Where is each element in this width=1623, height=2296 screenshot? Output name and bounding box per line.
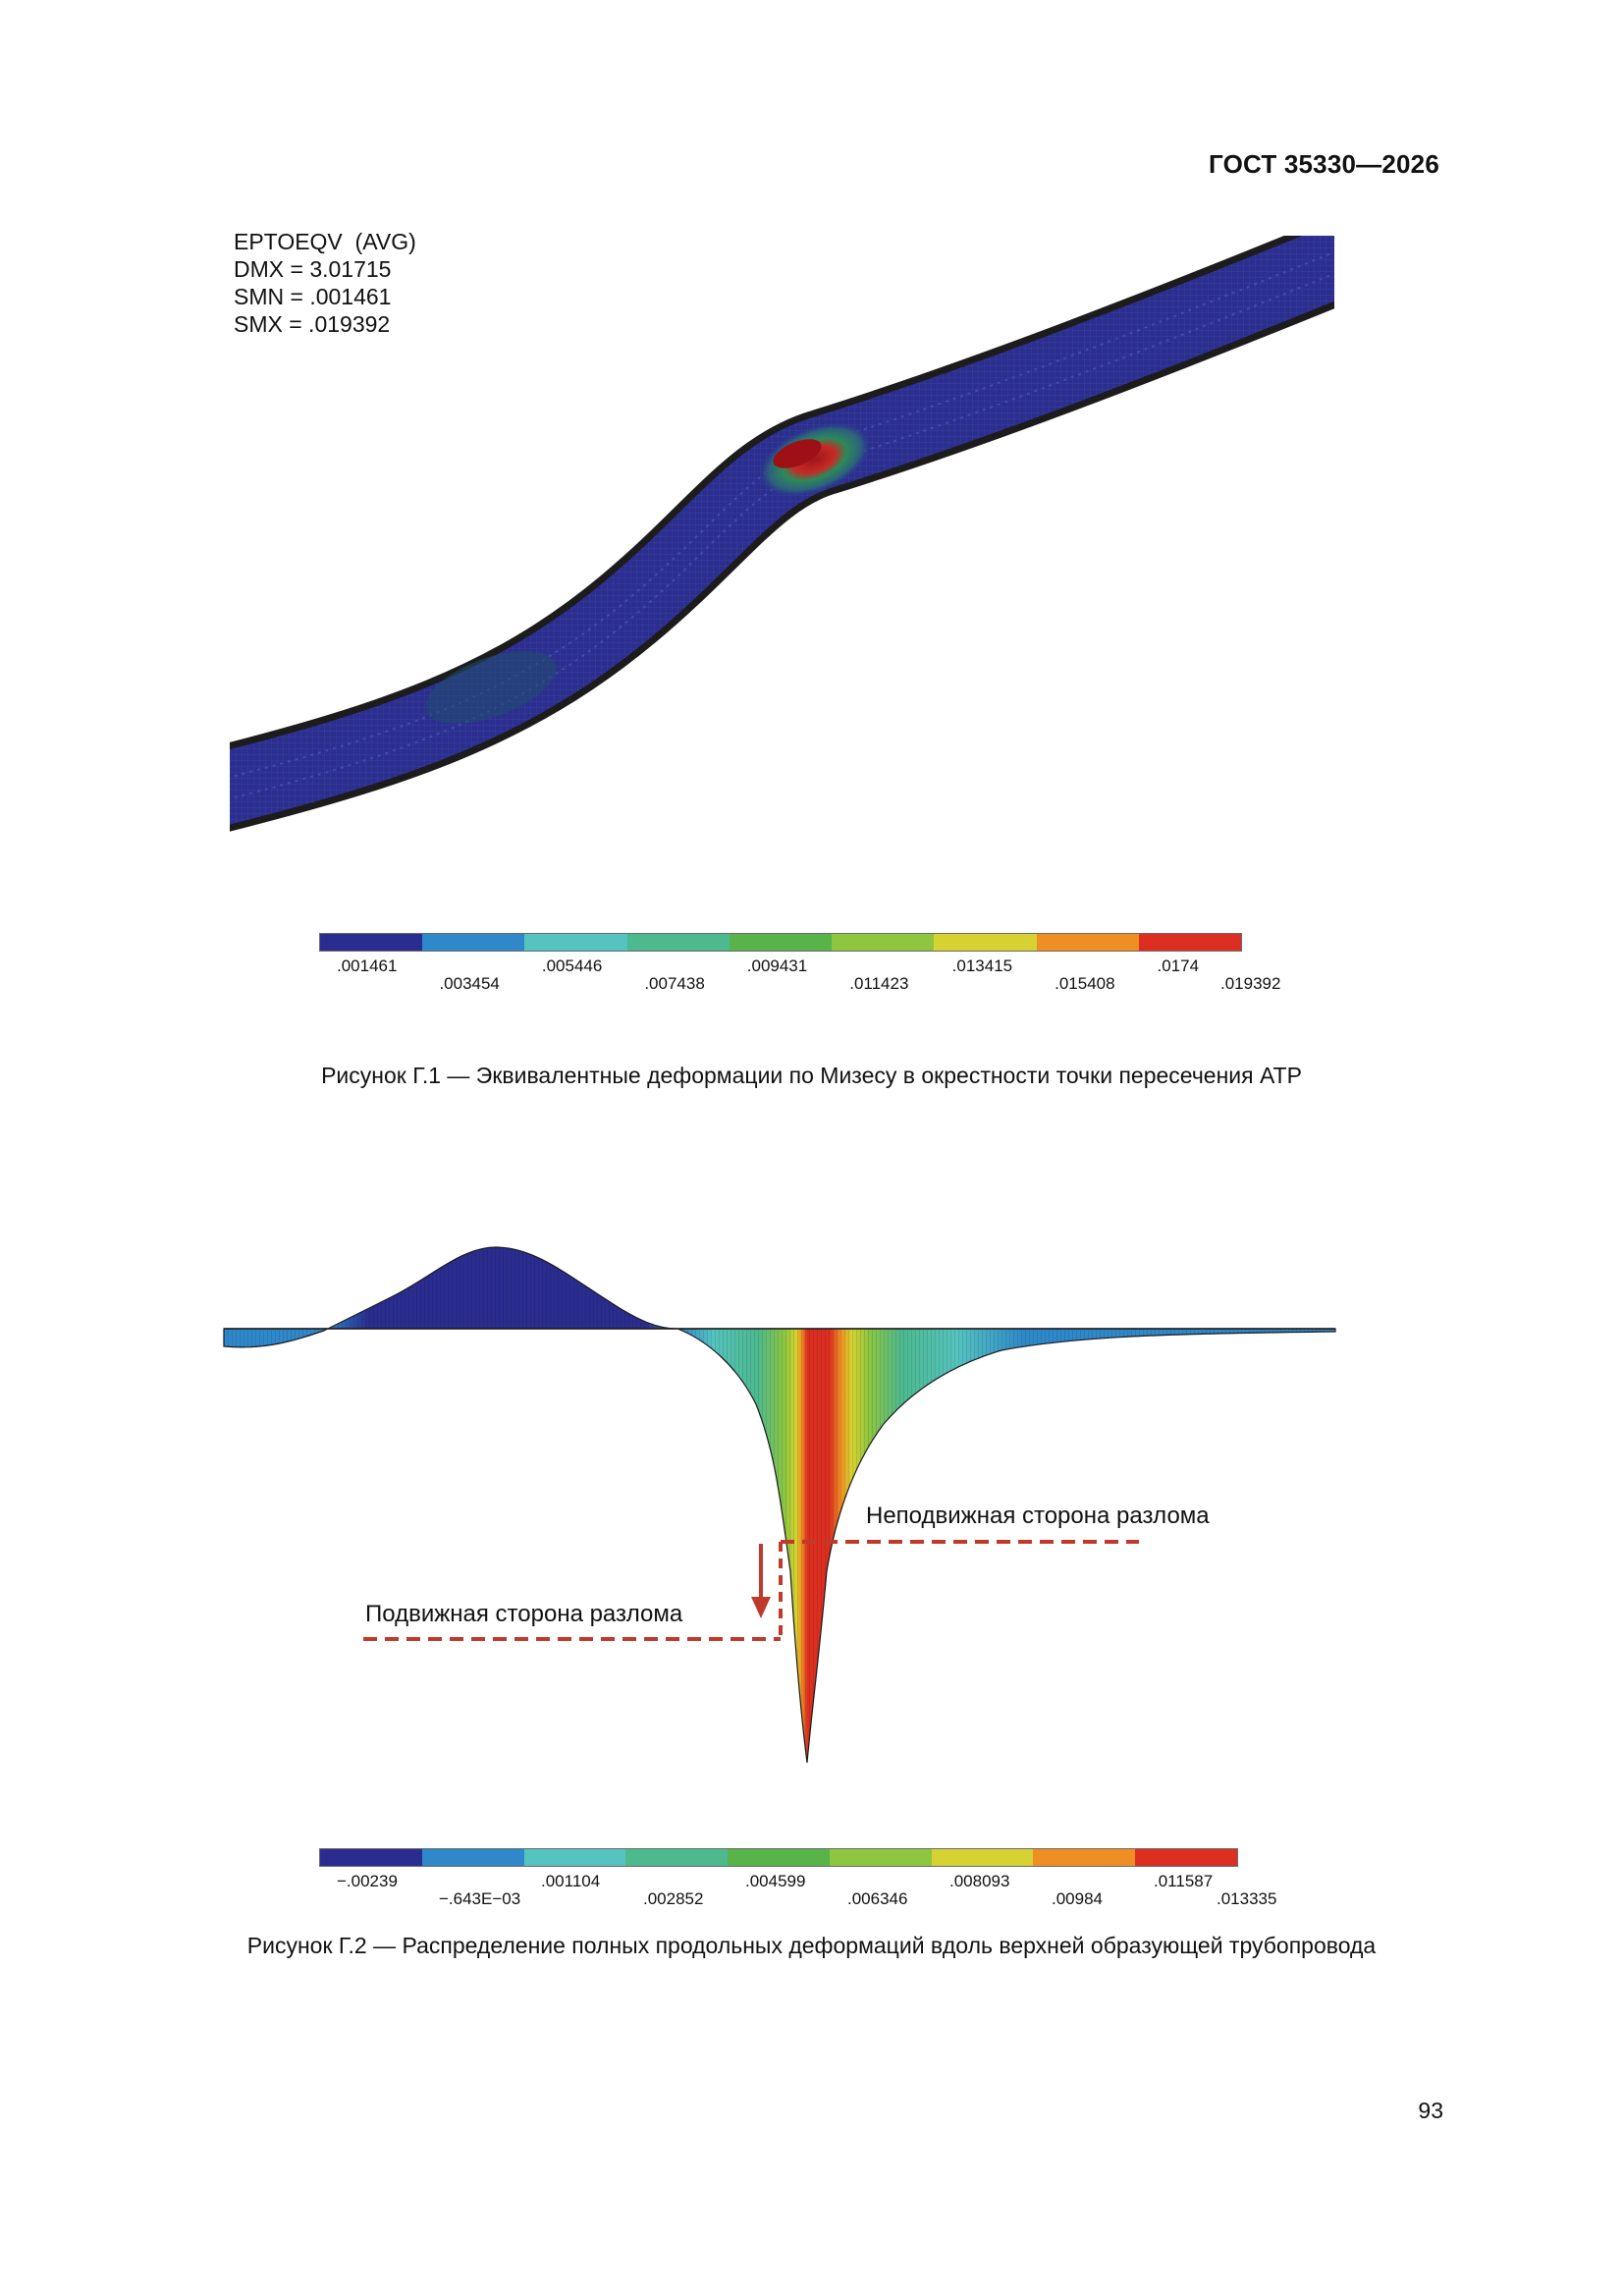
fig1-info-smx: SMX = .019392 xyxy=(234,311,391,337)
legend-tick-label: .002852 xyxy=(643,1889,704,1908)
fig2-moving-side-label: Подвижная сторона разлома xyxy=(365,1601,683,1627)
legend-color-segment xyxy=(931,1849,1034,1866)
legend-tick-label: .013335 xyxy=(1217,1889,1277,1908)
fig2-legend-bar xyxy=(319,1848,1238,1867)
legend-tick-label: .001461 xyxy=(337,957,398,975)
legend-tick-label: .011423 xyxy=(849,974,909,993)
legend-color-segment xyxy=(422,934,525,951)
legend-tick-label: .019392 xyxy=(1220,974,1281,993)
legend-color-segment xyxy=(1138,934,1241,951)
legend-tick-label: .004599 xyxy=(745,1872,806,1890)
legend-tick-label: .013415 xyxy=(951,957,1013,975)
legend-color-segment xyxy=(728,1849,830,1866)
legend-tick-label: .015408 xyxy=(1055,974,1115,993)
legend-color-segment xyxy=(729,934,833,951)
legend-color-segment xyxy=(1036,934,1139,951)
legend-color-segment xyxy=(320,1849,422,1866)
page-number: 93 xyxy=(1418,2098,1443,2123)
fig1-info-dmx: DMX = 3.01715 xyxy=(234,256,392,282)
legend-tick-label: .008093 xyxy=(949,1872,1010,1890)
legend-tick-label: .003454 xyxy=(439,974,500,993)
fig1-caption: Рисунок Г.1 — Эквивалентные деформации п… xyxy=(321,1063,1302,1088)
legend-color-segment xyxy=(832,934,935,951)
fig1-info-smn: SMN = .001461 xyxy=(234,284,392,309)
legend-color-segment xyxy=(626,934,730,951)
legend-color-segment xyxy=(829,1849,932,1866)
fig1-result-info: EPTOEQV (AVG) DMX = 3.01715 SMN = .00146… xyxy=(234,228,416,338)
legend-tick-label: .001104 xyxy=(541,1872,601,1890)
fig1-color-legend: .001461 .003454 .005446 .007438 .009431 .0114… xyxy=(319,933,1280,993)
legend-tick-label: .009431 xyxy=(746,957,808,975)
legend-color-segment xyxy=(1135,1849,1238,1866)
legend-tick-label: .005446 xyxy=(541,957,603,975)
fig1-info-result-type: EPTOEQV (AVG) xyxy=(234,229,416,254)
legend-tick-label: −.00239 xyxy=(337,1872,398,1890)
legend-tick-label: .006346 xyxy=(847,1889,908,1908)
fig1-pipe-body xyxy=(230,236,1334,825)
legend-color-segment xyxy=(320,934,423,951)
legend-tick-label: .011587 xyxy=(1154,1872,1214,1890)
legend-color-segment xyxy=(625,1849,729,1866)
legend-tick-label: .0174 xyxy=(1157,957,1200,975)
fig2-caption: Рисунок Г.2 — Распределение полных продо… xyxy=(246,1933,1377,1958)
legend-color-segment xyxy=(523,1849,626,1866)
fig1-strain-hotspot xyxy=(757,420,873,499)
legend-tick-label: .00984 xyxy=(1052,1889,1103,1908)
legend-tick-label: .007438 xyxy=(644,974,705,993)
fig1-legend-bar xyxy=(319,933,1242,952)
fig2-fixed-side-label: Неподвижная сторона разлома xyxy=(866,1503,1210,1529)
legend-color-segment xyxy=(1033,1849,1136,1866)
legend-tick-label: −.643E−03 xyxy=(439,1889,521,1908)
legend-color-segment xyxy=(934,934,1037,951)
legend-color-segment xyxy=(524,934,627,951)
legend-color-segment xyxy=(421,1849,524,1866)
fig2-color-legend: −.00239 −.643E−03 .001104 .002852 .004599 .00… xyxy=(319,1848,1276,1908)
document-standard-header: ГОСТ 35330—2026 xyxy=(1209,149,1439,179)
